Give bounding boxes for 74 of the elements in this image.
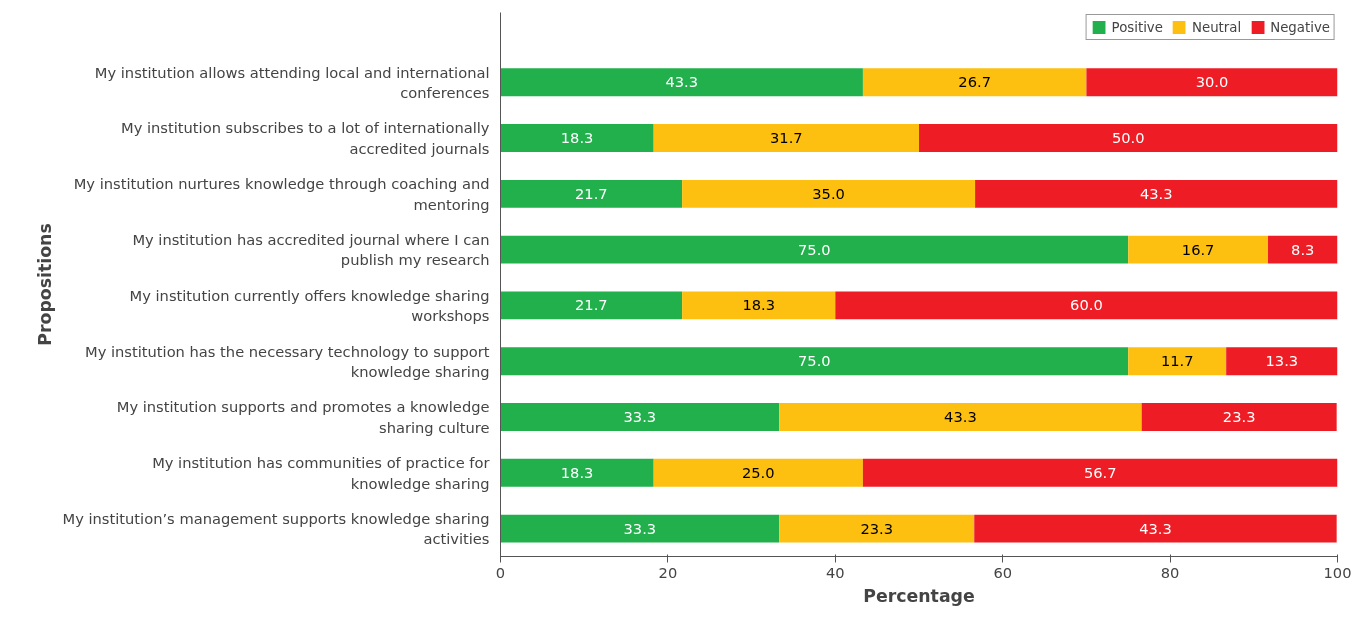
bar <box>500 124 654 152</box>
data-label: 30.0 <box>1195 73 1229 91</box>
bar <box>653 458 863 487</box>
data-label: 18.3 <box>742 296 776 314</box>
bar <box>500 403 780 431</box>
bar <box>500 347 1129 376</box>
x-tick-label: 40 <box>825 563 845 581</box>
y-tick-label: My institution has the necessary technology to support knowledge sharing <box>84 342 490 380</box>
bar <box>862 458 1338 487</box>
y-tick-label: My institution has accredited journal where I can publish my research <box>132 230 490 269</box>
x-tick-label: 60 <box>993 563 1013 581</box>
bar <box>974 514 1337 543</box>
data-label: 8.3 <box>1291 240 1315 258</box>
bar <box>779 403 1142 431</box>
bar <box>500 179 683 208</box>
data-label: 21.7 <box>575 296 608 314</box>
y-tick-label: My institution nurtures knowledge through coaching and mentoring <box>73 175 490 213</box>
data-label: 26.7 <box>958 73 991 91</box>
bar <box>500 291 683 320</box>
bar <box>1128 347 1227 376</box>
bar <box>1268 235 1338 264</box>
bar <box>500 514 780 543</box>
x-tick-label: 80 <box>1160 563 1180 581</box>
bar <box>975 179 1338 208</box>
data-label: 43.3 <box>1139 184 1173 202</box>
data-label: 56.7 <box>1083 463 1117 481</box>
x-tick-label: 0 <box>495 563 506 581</box>
data-label: 33.3 <box>623 519 657 537</box>
data-label: 25.0 <box>741 463 775 481</box>
bar <box>862 68 1087 97</box>
x-tick-label: 20 <box>658 563 678 581</box>
bar <box>500 68 863 97</box>
y-tick-label: My institution supports and promotes a knowledge sharing culture <box>116 398 490 436</box>
y-tick-label: My institution has communities of practice for knowledge sharing <box>152 454 491 492</box>
data-label: 23.3 <box>860 519 894 537</box>
data-label: 18.3 <box>560 463 594 481</box>
y-tick-label: My institution subscribes to a lot of internationally accredited journals <box>121 119 490 157</box>
y-tick-label: My institution allows attending local and international conferences <box>94 63 490 101</box>
bar <box>1226 347 1338 376</box>
data-label: 50.0 <box>1111 129 1145 147</box>
data-label: 31.7 <box>770 129 803 147</box>
data-label: 18.3 <box>560 129 594 147</box>
bar <box>919 124 1338 152</box>
data-label: 21.7 <box>575 184 608 202</box>
legend-label: Negative <box>1270 19 1330 35</box>
bar <box>500 235 1129 264</box>
x-axis-title: Percentage <box>863 585 975 606</box>
data-label: 75.0 <box>798 352 831 370</box>
bar <box>682 291 836 320</box>
bar <box>500 458 654 487</box>
data-label: 11.7 <box>1160 352 1194 370</box>
bar <box>835 291 1338 320</box>
x-tick-label: 100 <box>1323 563 1352 581</box>
bar <box>1086 68 1338 97</box>
y-tick-label: My institution currently offers knowledge sharing workshops <box>129 286 490 325</box>
y-axis-title: Propositions <box>34 223 55 346</box>
data-label: 13.3 <box>1265 352 1299 370</box>
data-label: 43.3 <box>665 73 699 91</box>
data-label: 43.3 <box>944 408 977 426</box>
bar <box>779 514 975 543</box>
data-label: 43.3 <box>1139 519 1172 537</box>
legend-label: Positive <box>1111 19 1163 35</box>
legend-label: Neutral <box>1191 19 1242 35</box>
data-label: 60.0 <box>1070 296 1103 314</box>
data-label: 33.3 <box>623 408 657 426</box>
y-tick-label: My institution’s management supports knowledge sharing activities <box>62 509 490 548</box>
bar <box>1141 403 1337 431</box>
data-label: 35.0 <box>812 184 845 202</box>
data-label: 75.0 <box>798 240 831 258</box>
data-label: 16.7 <box>1181 240 1215 258</box>
bar <box>1128 235 1269 264</box>
bar <box>682 179 976 208</box>
bar <box>653 124 919 152</box>
data-label: 23.3 <box>1222 408 1256 426</box>
